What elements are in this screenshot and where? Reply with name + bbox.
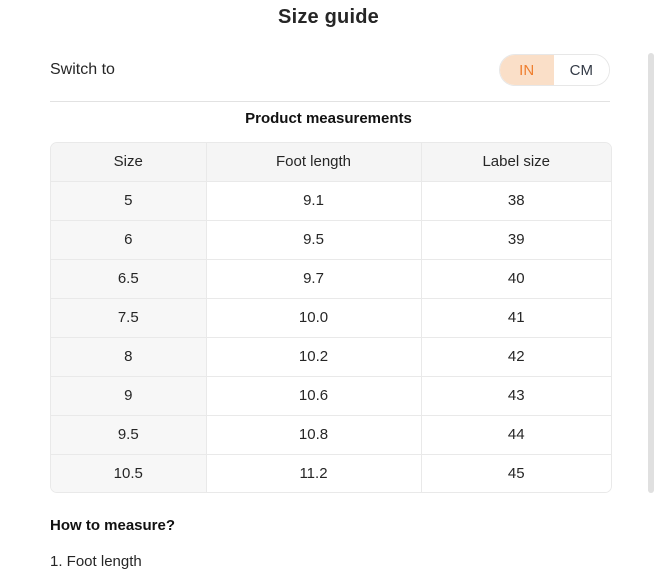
scrollbar-thumb[interactable] [648, 53, 654, 493]
table-row: 9 10.6 43 [51, 376, 611, 416]
table-cell: 43 [421, 376, 611, 416]
table-row: 10.5 11.2 45 [51, 454, 611, 492]
table-row: 5 9.1 38 [51, 181, 611, 221]
table-cell: 9 [51, 376, 207, 416]
table-cell: 45 [421, 454, 611, 492]
table-cell: 7.5 [51, 298, 207, 338]
table-cell: 10.5 [51, 454, 207, 492]
table-cell: 6.5 [51, 259, 207, 299]
table-row: 9.5 10.8 44 [51, 415, 611, 455]
unit-toggle: IN CM [498, 54, 610, 86]
table-cell: 9.1 [206, 181, 422, 221]
table-cell: 44 [421, 415, 611, 455]
table-cell: 6 [51, 220, 207, 260]
unit-option-cm[interactable]: CM [553, 55, 609, 85]
table-cell: 9.5 [51, 415, 207, 455]
table-title: Product measurements [245, 110, 412, 127]
unit-switch-row: Switch to IN CM [50, 54, 610, 86]
table-cell: 42 [421, 337, 611, 377]
table-cell: 8 [51, 337, 207, 377]
table-cell: 39 [421, 220, 611, 260]
table-cell: 5 [51, 181, 207, 221]
table-cell: 38 [421, 181, 611, 221]
table-cell: 10.8 [206, 415, 422, 455]
table-cell: 10.2 [206, 337, 422, 377]
table-header-cell: Label size [421, 143, 611, 182]
table-body: 5 9.1 38 6 9.5 39 6.5 9.7 40 7.5 10.0 41 8 10.2 42 9 10.… [51, 181, 611, 492]
section-divider [50, 101, 610, 102]
table-cell: 10.0 [206, 298, 422, 338]
table-cell: 9.7 [206, 259, 422, 299]
table-row: 6.5 9.7 40 [51, 259, 611, 299]
table-header-cell: Size [51, 143, 207, 182]
table-row: 8 10.2 42 [51, 337, 611, 377]
table-cell: 11.2 [206, 454, 422, 492]
measurements-table: Size Foot length Label size 5 9.1 38 6 9.5 39 6.… [51, 143, 611, 492]
measurements-table-container: Size Foot length Label size 5 9.1 38 6 9.5 39 6.… [50, 142, 612, 493]
how-to-measure-heading: How to measure? [50, 517, 176, 534]
table-header-cell: Foot length [206, 143, 422, 182]
table-cell: 40 [421, 259, 611, 299]
table-cell: 41 [421, 298, 611, 338]
how-to-measure-item: 1. Foot length [50, 553, 142, 570]
table-header-row: Size Foot length Label size [51, 143, 611, 182]
table-row: 7.5 10.0 41 [51, 298, 611, 338]
switch-to-label: Switch to [50, 61, 115, 78]
unit-option-in[interactable]: IN [499, 55, 554, 85]
table-cell: 9.5 [206, 220, 422, 260]
page-title: Size guide [278, 6, 379, 28]
table-row: 6 9.5 39 [51, 220, 611, 260]
table-cell: 10.6 [206, 376, 422, 416]
